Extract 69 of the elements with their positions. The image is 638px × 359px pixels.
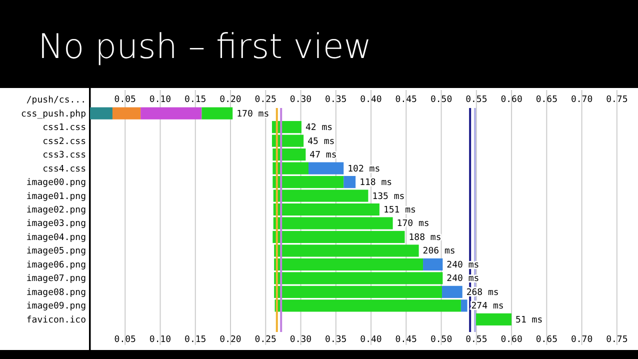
y-tick-label: image07.png xyxy=(26,274,86,284)
bar xyxy=(112,107,141,120)
y-tick-label: image00.png xyxy=(26,178,86,188)
text: 118 ms xyxy=(360,178,392,188)
text: 188 ms xyxy=(408,232,442,243)
x-tick-label: 0.35 xyxy=(325,95,347,105)
bar xyxy=(476,313,512,326)
x-tick-label: 0.70 xyxy=(570,95,593,105)
x2-tick-label: 0.60 xyxy=(500,335,522,345)
y-tick-label: css4.css xyxy=(42,164,86,174)
x-tick-label: 0.25 xyxy=(254,95,276,105)
x2-tick-label: 0.25 xyxy=(254,335,276,345)
x-tick-label: 0.55 xyxy=(466,95,488,105)
x-tick-label: 0.75 xyxy=(606,95,628,105)
x2-tick-label: 0.30 xyxy=(290,335,312,345)
x2-tick-label: 0.70 xyxy=(570,335,593,345)
x2-tick-label: 0.05 xyxy=(114,335,136,345)
y-tick-label: favicon.ico xyxy=(26,315,86,326)
x-tick-label: 0.30 xyxy=(290,95,312,105)
y-tick-label: css_push.php xyxy=(20,109,86,120)
x-tick-label: 0.05 xyxy=(114,95,136,105)
text: 274 ms xyxy=(471,302,504,312)
y-tick-label: image03.png xyxy=(26,219,86,230)
bar xyxy=(90,107,112,120)
y-tick-label: image01.png xyxy=(26,192,86,202)
x2-tick-label: 0.10 xyxy=(149,335,172,345)
text: 51 ms xyxy=(516,315,543,326)
y-tick-label: image04.png xyxy=(26,232,86,243)
x-tick-label: 0.10 xyxy=(149,95,172,105)
bar xyxy=(202,107,233,120)
x2-tick-label: 0.20 xyxy=(220,335,242,345)
x2-tick-label: 0.15 xyxy=(184,335,206,345)
x2-tick-label: 0.55 xyxy=(466,335,488,345)
y-tick-label: css3.css xyxy=(42,150,86,161)
y-tick-label: image06.png xyxy=(26,260,86,270)
y-tick-label: css1.css xyxy=(42,123,86,134)
x-tick-label: 0.50 xyxy=(430,95,452,105)
x2-tick-label: 0.40 xyxy=(360,335,382,345)
y-tick-label: image08.png xyxy=(26,288,86,298)
text: 206 ms xyxy=(422,246,456,257)
x2-tick-label: 0.50 xyxy=(430,335,452,345)
x-tick-label: 0.65 xyxy=(536,95,558,105)
bar xyxy=(344,176,356,188)
text: 151 ms xyxy=(383,206,416,216)
bar xyxy=(308,162,344,174)
bar xyxy=(140,107,202,120)
text: 45 ms xyxy=(308,136,335,147)
text: 170 ms xyxy=(236,109,270,120)
y-tick-label: image05.png xyxy=(26,246,86,257)
y-tick-label: image02.png xyxy=(26,206,86,216)
text: 170 ms xyxy=(396,219,430,230)
x-tick-label: 0.60 xyxy=(500,95,522,105)
x-tick-label: 0.20 xyxy=(220,95,242,105)
text: 42 ms xyxy=(305,123,333,134)
chart-title: No push – first view xyxy=(38,27,372,67)
x2-tick-label: 0.35 xyxy=(325,335,347,345)
bar xyxy=(423,258,443,270)
text: 135 ms xyxy=(372,192,405,202)
x-tick-label: 0.15 xyxy=(184,95,206,105)
text: 47 ms xyxy=(310,150,337,161)
x2-tick-label: 0.75 xyxy=(606,335,628,345)
x-tick-label: 0.40 xyxy=(360,95,382,105)
y-tick-label: /push/cs... xyxy=(26,96,86,106)
x-tick-label: 0.45 xyxy=(395,95,417,105)
y-tick-label: css2.css xyxy=(42,136,86,147)
x2-tick-label: 0.45 xyxy=(395,335,417,345)
x2-tick-label: 0.65 xyxy=(536,335,558,345)
y-tick-label: image09.png xyxy=(26,302,86,312)
text: 102 ms xyxy=(348,164,380,174)
